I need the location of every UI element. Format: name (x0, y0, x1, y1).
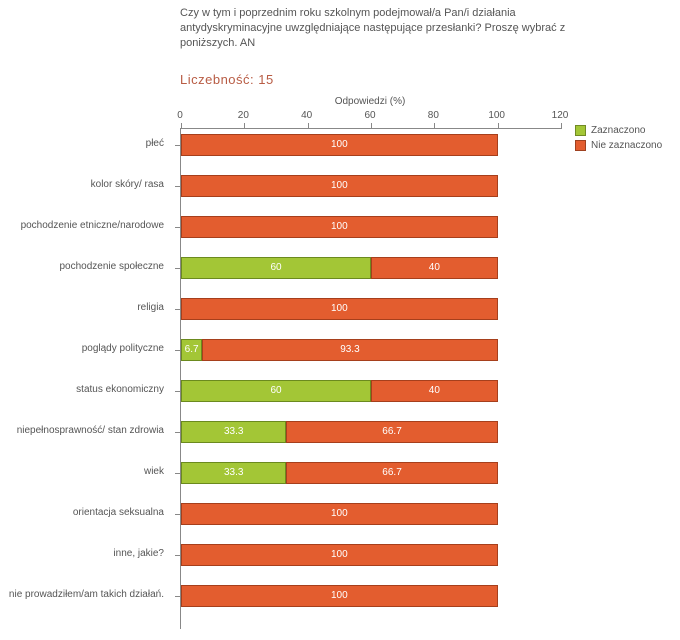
bar-value-label: 100 (182, 508, 497, 519)
x-tick-label: 80 (428, 110, 439, 121)
x-tick-label: 20 (238, 110, 249, 121)
bar-nie_zaznaczono: 40 (371, 380, 498, 402)
y-category-label: religia (0, 302, 170, 314)
bar-zaznaczono: 60 (181, 257, 371, 279)
x-tick-label: 120 (552, 110, 569, 121)
bar-value-label: 6.7 (182, 344, 201, 355)
y-category-label: niepełnosprawność/ stan zdrowia (0, 425, 170, 437)
bar-nie_zaznaczono: 66.7 (286, 462, 497, 484)
y-category-label: płeć (0, 138, 170, 150)
y-category-label: pochodzenie społeczne (0, 261, 170, 273)
bar-nie_zaznaczono: 66.7 (286, 421, 497, 443)
bar-value-label: 93.3 (203, 344, 496, 355)
legend: Zaznaczono Nie zaznaczono (575, 125, 662, 155)
legend-swatch-icon (575, 125, 586, 136)
chart-subtitle: Liczebność: 15 (180, 72, 274, 87)
bar-value-label: 66.7 (287, 426, 496, 437)
bar-nie_zaznaczono: 100 (181, 175, 498, 197)
bar-zaznaczono: 60 (181, 380, 371, 402)
bar-nie_zaznaczono: 100 (181, 544, 498, 566)
bar-nie_zaznaczono: 100 (181, 503, 498, 525)
legend-swatch-icon (575, 140, 586, 151)
x-axis-title: Odpowiedzi (%) (335, 96, 406, 107)
bar-value-label: 60 (182, 262, 370, 273)
bar-nie_zaznaczono: 100 (181, 134, 498, 156)
y-category-label: inne, jakie? (0, 548, 170, 560)
y-category-label: pochodzenie etniczne/narodowe (0, 220, 170, 232)
bar-zaznaczono: 33.3 (181, 462, 286, 484)
legend-label: Nie zaznaczono (591, 140, 662, 151)
bar-value-label: 33.3 (182, 426, 285, 437)
y-category-label: nie prowadziłem/am takich działań. (0, 589, 170, 601)
bar-zaznaczono: 6.7 (181, 339, 202, 361)
bar-zaznaczono: 33.3 (181, 421, 286, 443)
y-category-label: poglądy polityczne (0, 343, 170, 355)
bar-value-label: 100 (182, 221, 497, 232)
bar-value-label: 33.3 (182, 467, 285, 478)
bar-value-label: 66.7 (287, 467, 496, 478)
x-tick-label: 0 (177, 110, 183, 121)
chart-container: Czy w tym i poprzednim roku szkolnym pod… (0, 0, 680, 640)
y-category-label: wiek (0, 466, 170, 478)
bar-nie_zaznaczono: 100 (181, 216, 498, 238)
bar-value-label: 40 (372, 385, 497, 396)
bar-value-label: 100 (182, 549, 497, 560)
bar-value-label: 40 (372, 262, 497, 273)
bar-nie_zaznaczono: 100 (181, 298, 498, 320)
x-tick-label: 40 (301, 110, 312, 121)
x-tick-label: 100 (488, 110, 505, 121)
plot-area: 10010010060401006.793.3604033.366.733.36… (180, 128, 561, 629)
x-tick-label: 60 (364, 110, 375, 121)
bar-value-label: 100 (182, 590, 497, 601)
bar-nie_zaznaczono: 40 (371, 257, 498, 279)
legend-label: Zaznaczono (591, 125, 645, 136)
bar-value-label: 100 (182, 180, 497, 191)
bar-value-label: 100 (182, 303, 497, 314)
y-category-label: kolor skóry/ rasa (0, 179, 170, 191)
legend-item-nie-zaznaczono: Nie zaznaczono (575, 140, 662, 151)
bar-value-label: 60 (182, 385, 370, 396)
y-category-label: status ekonomiczny (0, 384, 170, 396)
bar-nie_zaznaczono: 93.3 (202, 339, 497, 361)
chart-title: Czy w tym i poprzednim roku szkolnym pod… (180, 6, 610, 51)
bar-nie_zaznaczono: 100 (181, 585, 498, 607)
bar-value-label: 100 (182, 139, 497, 150)
y-category-label: orientacja seksualna (0, 507, 170, 519)
legend-item-zaznaczono: Zaznaczono (575, 125, 662, 136)
